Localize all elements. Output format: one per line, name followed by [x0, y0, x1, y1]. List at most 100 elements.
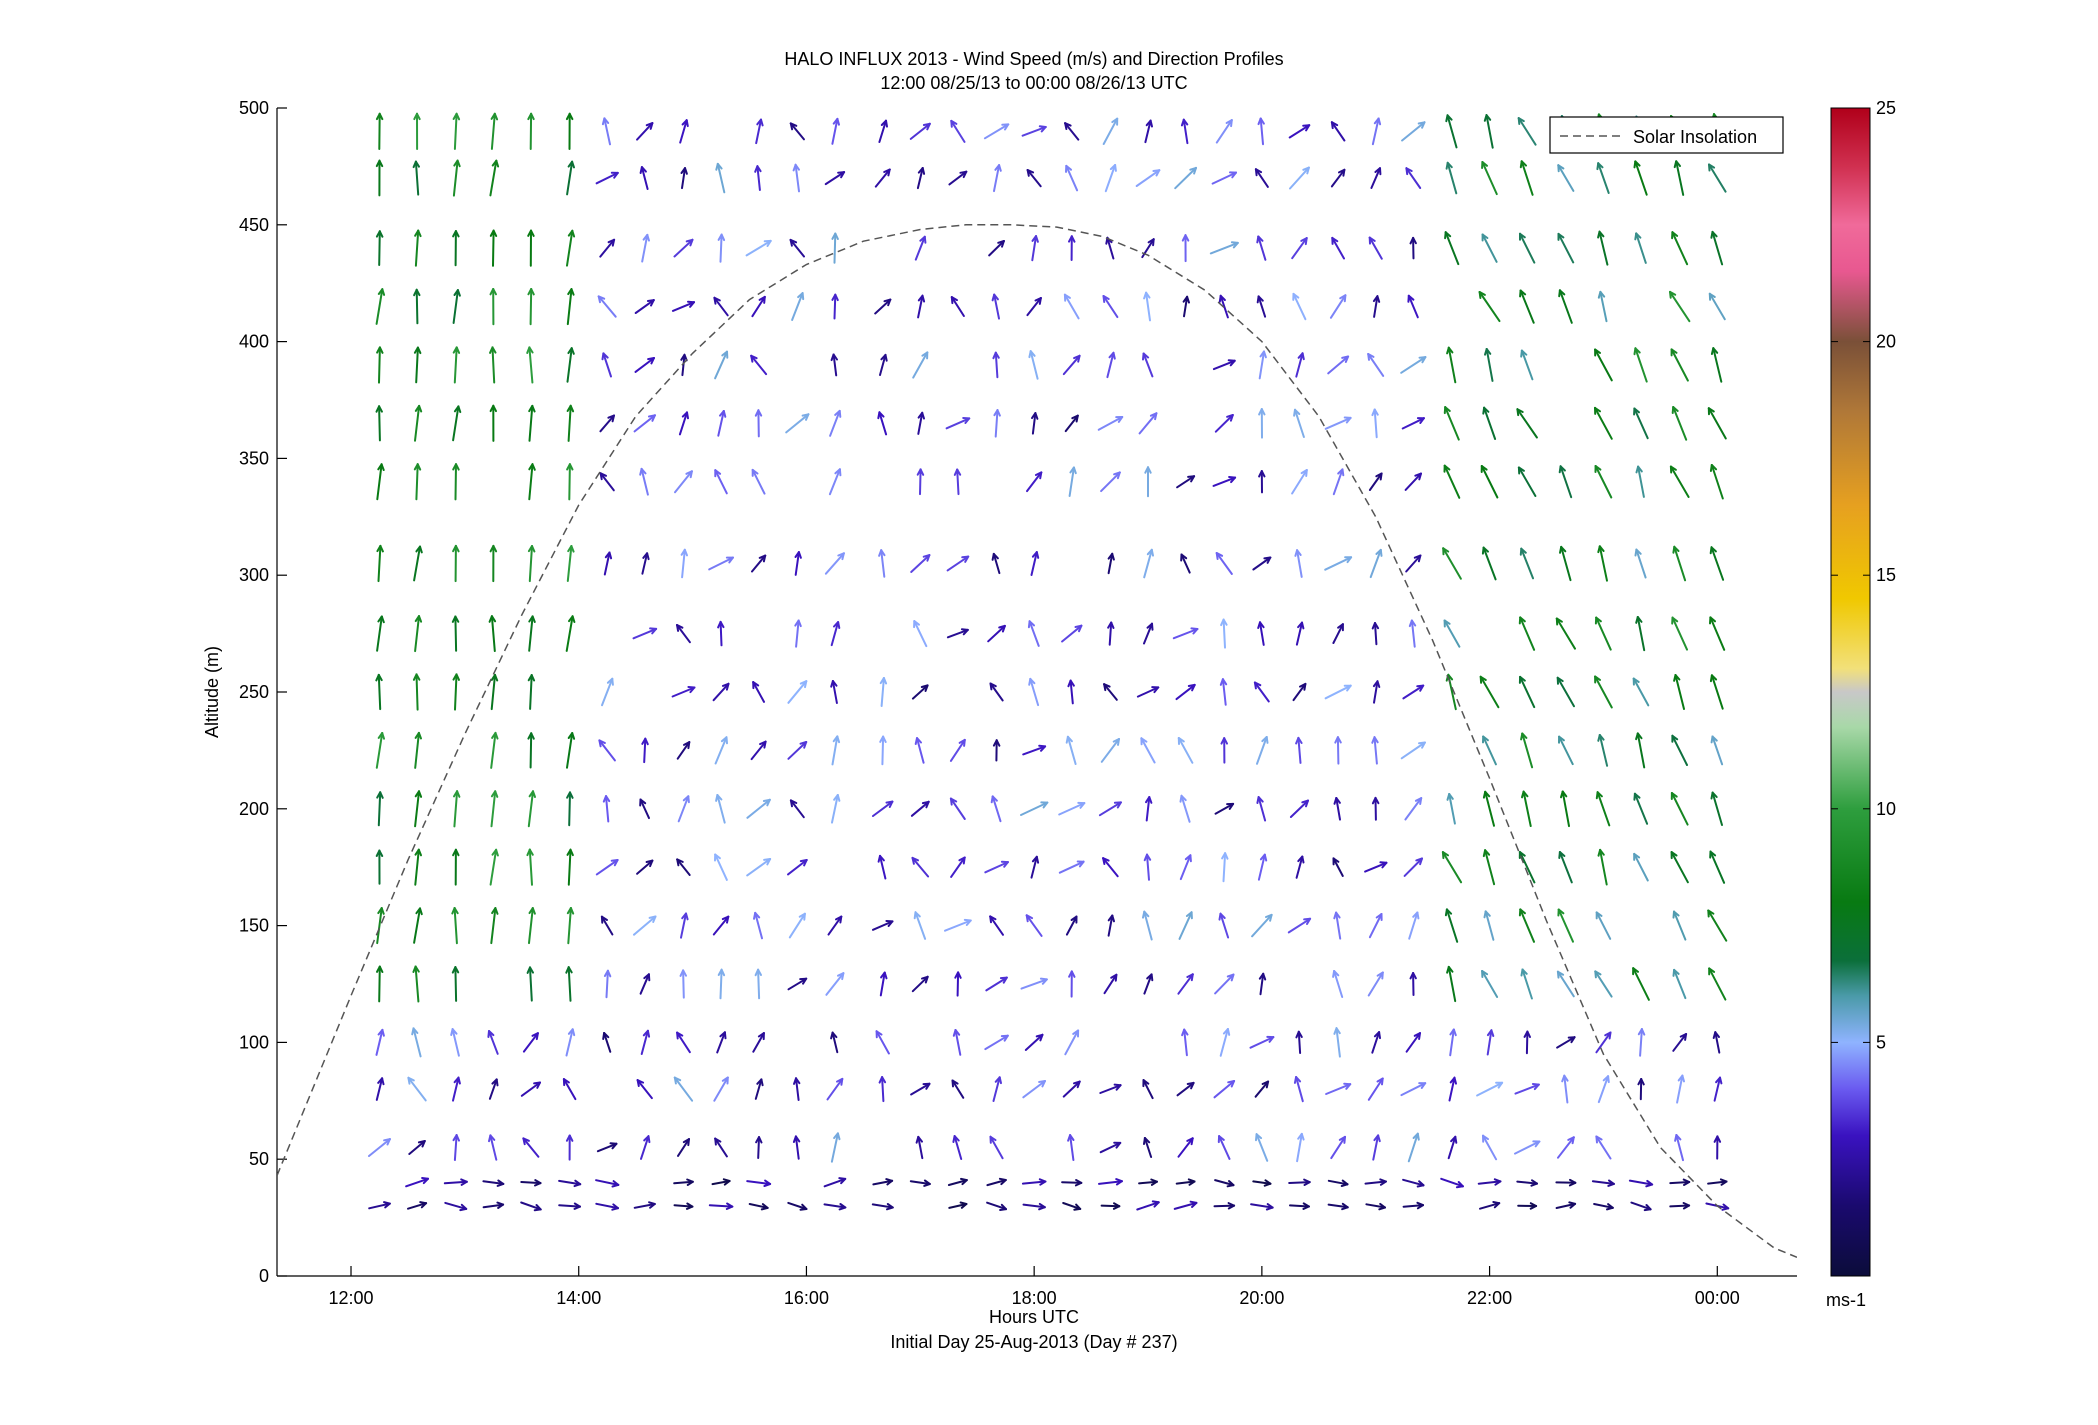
wind-vector [1371, 1031, 1381, 1054]
wind-vector [1295, 1030, 1303, 1054]
wind-vector [1295, 736, 1303, 764]
wind-vector [375, 230, 384, 266]
wind-vector [1368, 472, 1383, 491]
wind-vector [824, 552, 845, 575]
wind-vector [1065, 164, 1079, 192]
wind-vector [527, 790, 536, 828]
wind-vector [413, 346, 422, 384]
wind-vector [1483, 114, 1494, 149]
wind-vector [1291, 237, 1308, 260]
wind-vector [414, 790, 423, 828]
wind-vector [376, 907, 385, 945]
wind-vector [408, 1140, 426, 1155]
wind-vector [874, 168, 891, 188]
wind-vector [1557, 908, 1574, 943]
wind-vector [1026, 471, 1043, 493]
wind-vector [1514, 1140, 1541, 1155]
wind-vector [754, 1078, 764, 1100]
wind-vector [826, 1077, 844, 1101]
wind-vector [945, 417, 971, 430]
wind-vector [595, 859, 619, 876]
wind-vector [1557, 164, 1575, 192]
wind-vector [1372, 295, 1381, 318]
wind-vector [1444, 908, 1459, 943]
wind-vector [1370, 167, 1382, 189]
wind-vector [1215, 119, 1233, 144]
wind-vector [909, 122, 931, 140]
y-tick-label: 300 [239, 565, 269, 585]
wind-vector [1329, 294, 1347, 319]
wind-vector [1632, 967, 1650, 1001]
wind-vector [745, 239, 772, 257]
wind-vector [490, 907, 499, 945]
wind-vector [482, 1201, 505, 1209]
axes [276, 108, 1797, 1277]
wind-vector [1445, 161, 1458, 195]
wind-vector [1145, 796, 1153, 822]
wind-vector [1067, 1134, 1075, 1161]
wind-vector [1635, 616, 1646, 652]
wind-vector [1594, 465, 1613, 499]
wind-vector [950, 296, 965, 317]
wind-vector [714, 1137, 728, 1158]
wind-vector [405, 1177, 429, 1188]
wind-vector [1062, 1080, 1081, 1098]
wind-vector [787, 1201, 808, 1211]
wind-vector [1403, 857, 1423, 877]
wind-vector [750, 740, 767, 761]
wind-vector [1367, 353, 1385, 377]
wind-vector [715, 794, 726, 824]
wind-vector [375, 405, 383, 442]
wind-vector [1371, 736, 1379, 765]
x-axis-label: Hours UTC [989, 1307, 1079, 1327]
wind-vector [601, 677, 614, 707]
wind-vector [673, 238, 694, 258]
wind-vector [566, 848, 574, 886]
wind-vector [1220, 737, 1228, 764]
wind-vector [830, 1132, 841, 1163]
wind-vector [1595, 1031, 1612, 1054]
wind-vector [1633, 407, 1649, 440]
wind-vector [993, 164, 1002, 193]
y-axis-ticks: 0 50 100 150 200 250 300 350 400 450 500 [239, 98, 287, 1286]
wind-vector [913, 620, 928, 648]
wind-vector [754, 409, 763, 438]
wind-vector [1597, 1075, 1610, 1104]
wind-vector [1671, 406, 1688, 441]
wind-vector [1143, 622, 1154, 645]
wind-vector [566, 229, 576, 267]
wind-vector [375, 112, 384, 150]
wind-vector [1516, 1179, 1538, 1187]
wind-vector [1710, 347, 1723, 383]
wind-vector [376, 615, 385, 652]
chart-subtitle: 12:00 08/25/13 to 00:00 08/26/13 UTC [880, 73, 1187, 93]
wind-vector [1709, 546, 1725, 581]
wind-vector [566, 404, 575, 442]
wind-vector [489, 346, 497, 384]
wind-vector [1103, 683, 1118, 701]
wind-vector [1138, 412, 1158, 435]
wind-vector [1518, 851, 1536, 884]
wind-vector [1409, 972, 1417, 996]
wind-vector [1173, 1200, 1198, 1210]
wind-vector [949, 797, 966, 820]
wind-vector [673, 1076, 694, 1102]
wind-vector [1258, 408, 1266, 439]
wind-vector [1030, 551, 1040, 576]
wind-vector [1332, 970, 1344, 998]
x-tick-label: 16:00 [784, 1288, 829, 1308]
wind-vector [489, 159, 500, 197]
wind-vector [1400, 1082, 1427, 1097]
wind-vector [528, 907, 536, 945]
wind-vector [487, 1030, 499, 1055]
wind-vector [526, 346, 534, 384]
wind-vector [952, 1135, 963, 1160]
wind-vector [1673, 674, 1685, 710]
wind-vector [1708, 163, 1727, 193]
wind-vector [1593, 1203, 1614, 1211]
wind-vector [1212, 359, 1236, 371]
wind-vector [566, 732, 576, 769]
wind-vector [520, 1081, 541, 1097]
wind-vector [1596, 162, 1610, 194]
wind-vector [1288, 124, 1311, 139]
